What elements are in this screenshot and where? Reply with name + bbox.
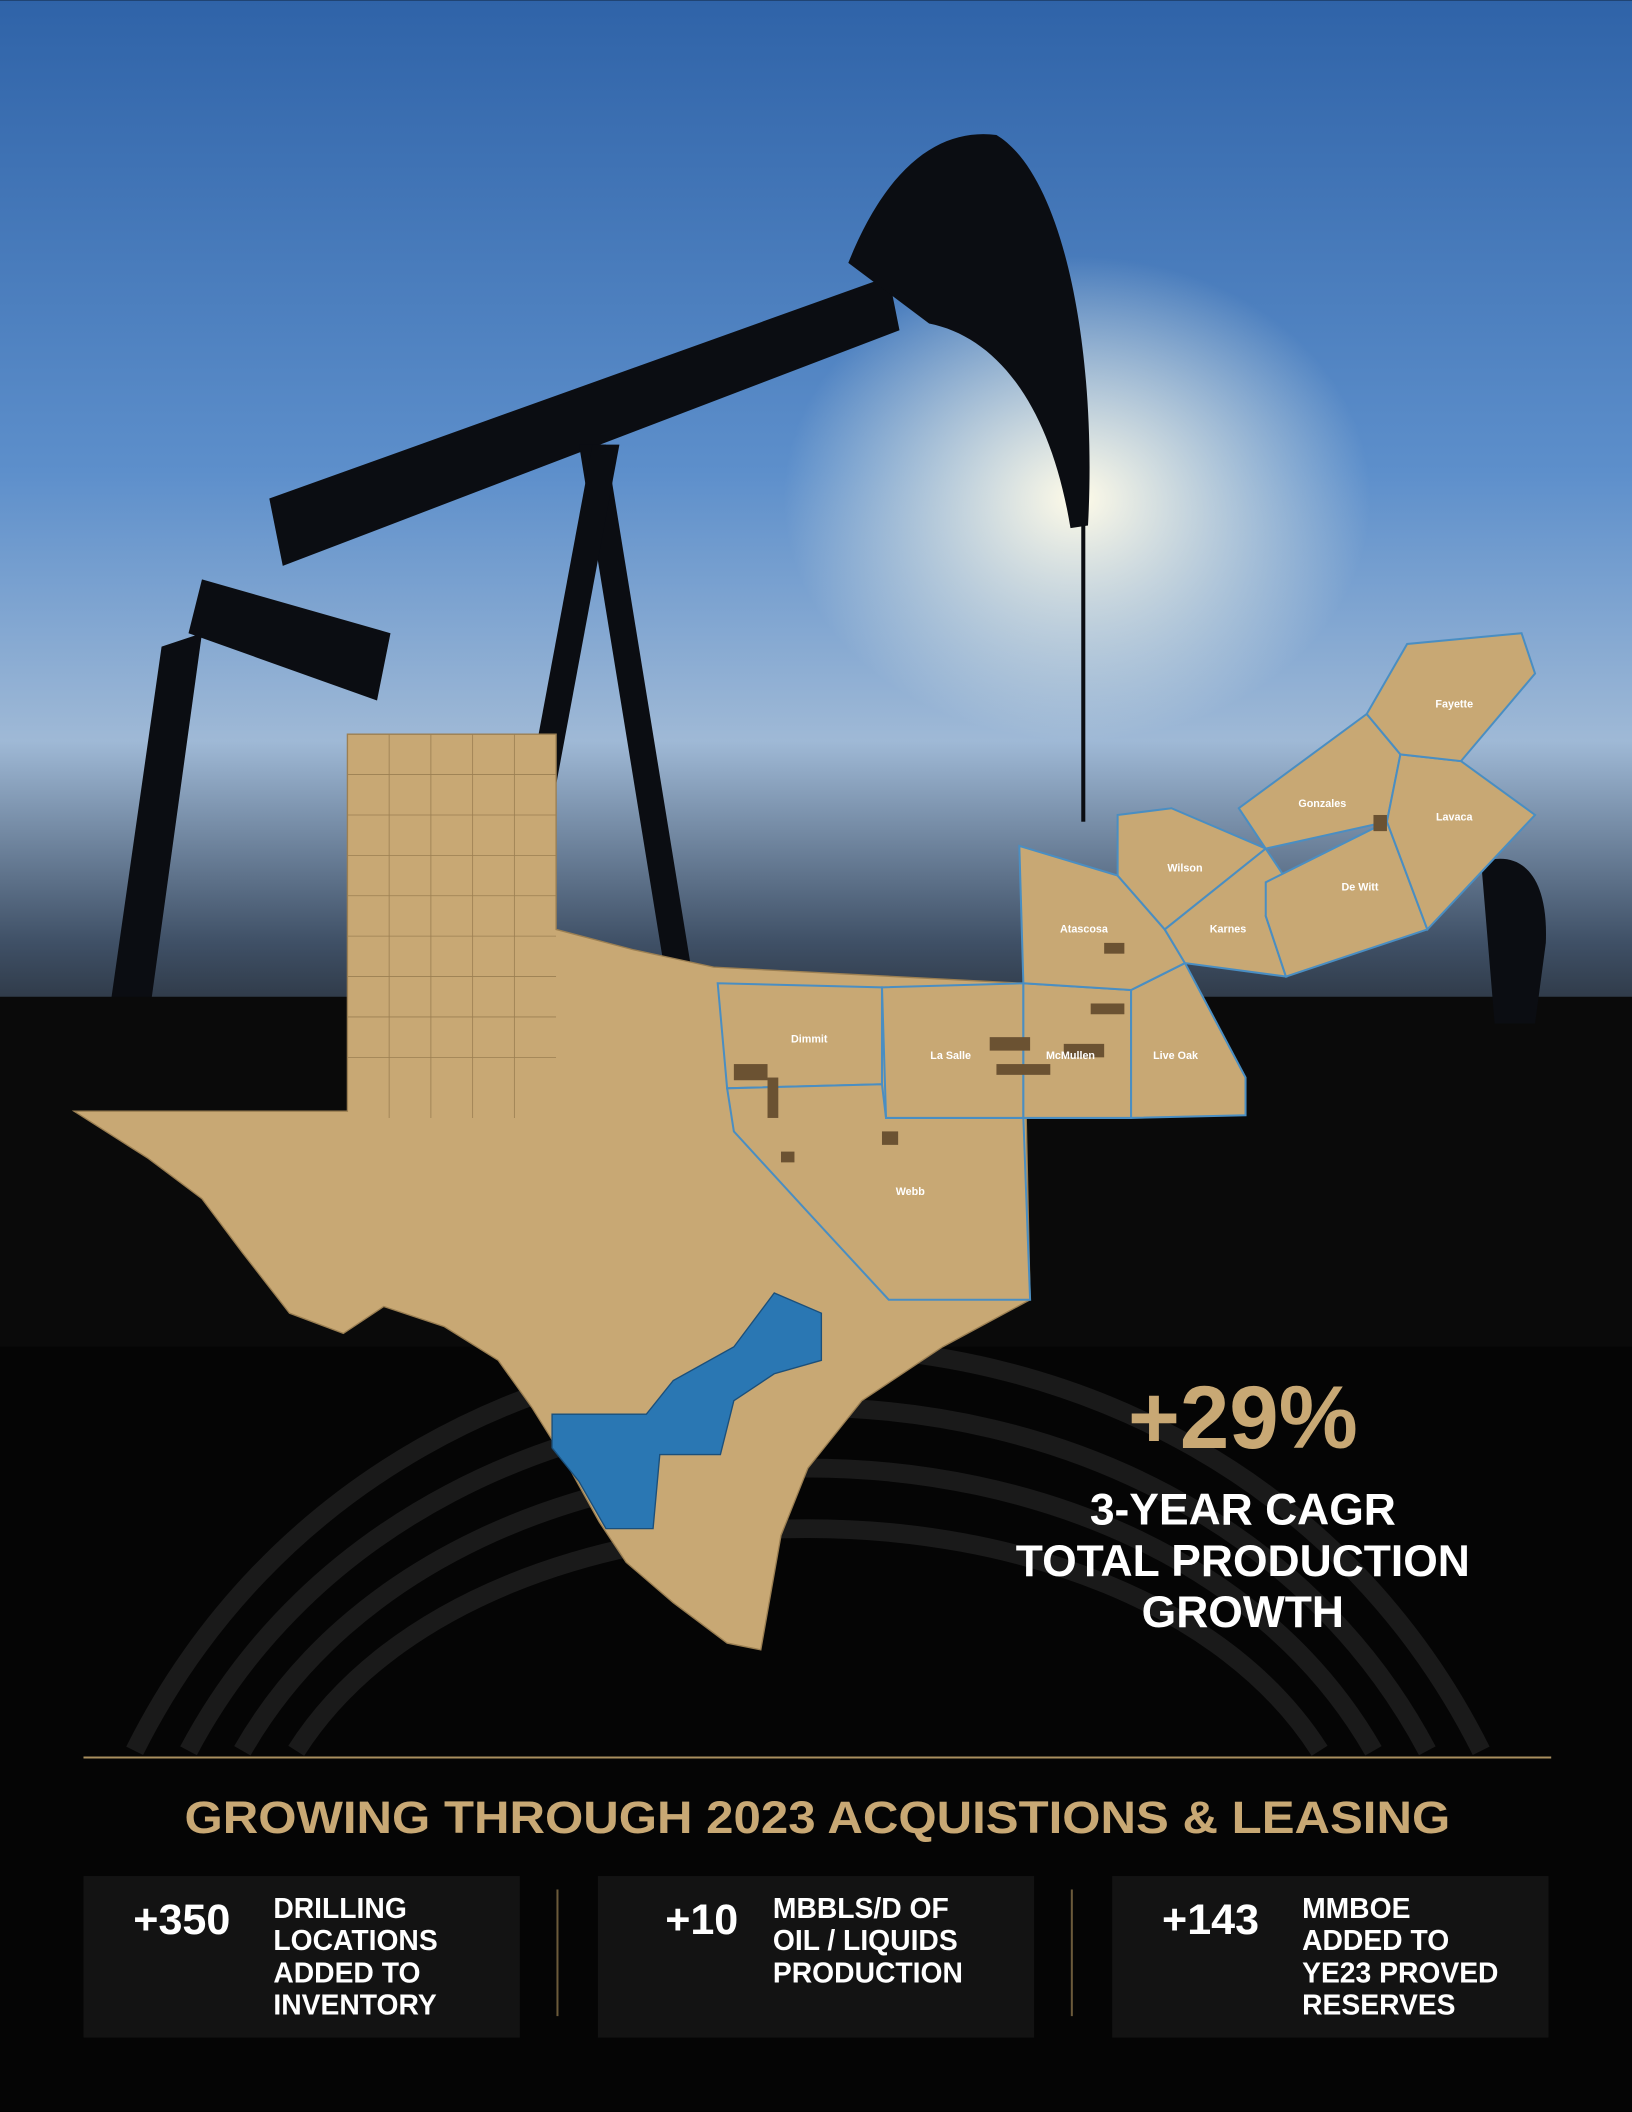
stat-line: YE23 PROVED: [1302, 1956, 1498, 1988]
stat-line: MMBOE: [1302, 1892, 1410, 1924]
acreage-patches: [733, 814, 1387, 1163]
stat-box: [1112, 1876, 1549, 2038]
county-label: La Salle: [930, 1050, 971, 1062]
county-label: Lavaca: [1436, 812, 1474, 824]
inset-map: [716, 632, 1537, 1301]
stat-line: INVENTORY: [273, 1989, 436, 2021]
stat-line: DRILLING: [273, 1892, 406, 1924]
stat-value: +10: [665, 1896, 738, 1944]
stat-line: OIL / LIQUIDS: [773, 1924, 958, 1956]
county-label: Karnes: [1210, 923, 1247, 935]
stat-line: ADDED TO: [1302, 1924, 1449, 1956]
stat-value: +143: [1162, 1896, 1259, 1944]
county-label: Gonzales: [1298, 798, 1346, 810]
county-label: Fayette: [1435, 698, 1473, 710]
texas-map: [71, 733, 1031, 1651]
headline-value: +29%: [1128, 1368, 1358, 1467]
headline-line: 3-YEAR CAGR: [1090, 1486, 1396, 1535]
county-labels: Fayette Gonzales Lavaca Wilson De Witt Karnes…: [791, 698, 1474, 1197]
highlighted-counties: [551, 1292, 823, 1530]
county-label: Atascosa: [1060, 923, 1109, 935]
county-label: Live Oak: [1153, 1050, 1198, 1062]
headline-line: GROWTH: [1142, 1588, 1344, 1637]
stat-box: [597, 1876, 1035, 2038]
section-title: GROWING THROUGH 2023 ACQUISTIONS & LEASI…: [184, 1792, 1450, 1843]
headline-line: TOTAL PRODUCTION: [1016, 1537, 1470, 1586]
stat-line: RESERVES: [1302, 1989, 1455, 2021]
stat-box: [83, 1876, 520, 2038]
county-label: McMullen: [1046, 1050, 1095, 1062]
county-label: Dimmit: [791, 1034, 828, 1046]
stat-line: ADDED TO: [273, 1956, 420, 1988]
stat-value: +350: [133, 1896, 230, 1944]
county-label: Wilson: [1167, 863, 1202, 875]
stat-line: LOCATIONS: [273, 1924, 437, 1956]
stat-line: MBBLS/D OF: [773, 1892, 949, 1924]
county-label: Webb: [896, 1186, 926, 1198]
county-grid: [347, 734, 557, 1118]
county-label: De Witt: [1342, 882, 1379, 894]
stat-line: PRODUCTION: [773, 1956, 963, 1988]
